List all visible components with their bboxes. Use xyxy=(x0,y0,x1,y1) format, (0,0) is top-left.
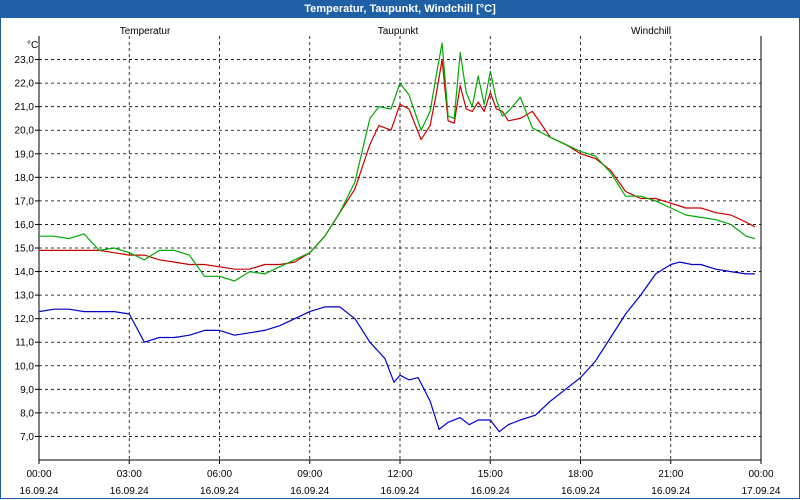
tick-labels: 7,0 8,0 9,0 10,0 11,0 12,0 13,0 14,0 15,0 16,0 17,… xyxy=(15,55,781,497)
x-tick-date: 16.09.24 xyxy=(200,486,239,497)
y-tick-label: 10,0 xyxy=(15,361,35,372)
y-tick-label: 7,0 xyxy=(20,432,34,443)
x-tick-time: 03:00 xyxy=(117,469,142,480)
y-tick-label: 15,0 xyxy=(15,244,35,255)
y-tick-label: 19,0 xyxy=(15,149,35,160)
series-line-taupunkt xyxy=(38,261,755,433)
y-tick-label: 23,0 xyxy=(15,55,35,66)
axes xyxy=(38,36,762,461)
series-line-temperatur xyxy=(39,58,756,270)
legend-label-temperatur: Temperatur xyxy=(120,26,171,37)
y-tick-label: 13,0 xyxy=(15,291,35,302)
series-lines xyxy=(38,42,756,433)
y-tick-label: 22,0 xyxy=(15,79,35,90)
chart-frame: 7,0 8,0 9,0 10,0 11,0 12,0 13,0 14,0 15,0 16,0 17,… xyxy=(0,18,800,499)
legend-label-windchill: Windchill xyxy=(631,26,671,37)
legend-label-taupunkt: Taupunkt xyxy=(378,26,419,37)
x-tick-date: 16.09.24 xyxy=(471,486,510,497)
line-chart: 7,0 8,0 9,0 10,0 11,0 12,0 13,0 14,0 15,0 16,0 17,… xyxy=(15,26,781,497)
x-tick-time: 12:00 xyxy=(387,469,412,480)
x-tick-time: 00:00 xyxy=(26,469,51,480)
x-tick-time: 00:00 xyxy=(748,469,773,480)
y-axis-label: °C xyxy=(27,40,38,51)
y-tick-label: 11,0 xyxy=(15,338,34,349)
legend: Temperatur Taupunkt Windchill xyxy=(120,26,671,37)
x-tick-date: 16.09.24 xyxy=(651,486,690,497)
y-tick-label: 17,0 xyxy=(15,196,35,207)
series-line-windchill xyxy=(39,42,756,282)
y-tick-label: 12,0 xyxy=(15,314,35,325)
x-tick-time: 15:00 xyxy=(478,469,503,480)
x-tick-date: 16.09.24 xyxy=(290,486,329,497)
x-tick-date: 16.09.24 xyxy=(20,486,59,497)
y-tick-label: 21,0 xyxy=(15,102,35,113)
chart-title: Temperatur, Taupunkt, Windchill [°C] xyxy=(0,0,800,18)
y-tick-label: 18,0 xyxy=(15,173,35,184)
y-tick-label: 8,0 xyxy=(20,408,34,419)
x-tick-time: 18:00 xyxy=(568,469,593,480)
x-tick-date: 16.09.24 xyxy=(561,486,600,497)
y-tick-label: 16,0 xyxy=(15,220,35,231)
x-tick-date: 16.09.24 xyxy=(381,486,420,497)
y-tick-label: 14,0 xyxy=(15,267,35,278)
x-tick-time: 09:00 xyxy=(297,469,322,480)
y-tick-label: 20,0 xyxy=(15,126,35,137)
grid-lines xyxy=(35,36,762,464)
x-tick-date: 16.09.24 xyxy=(110,486,149,497)
x-tick-time: 06:00 xyxy=(207,469,232,480)
x-tick-date: 17.09.24 xyxy=(742,486,781,497)
x-tick-time: 21:00 xyxy=(658,469,683,480)
y-tick-label: 9,0 xyxy=(20,385,34,396)
